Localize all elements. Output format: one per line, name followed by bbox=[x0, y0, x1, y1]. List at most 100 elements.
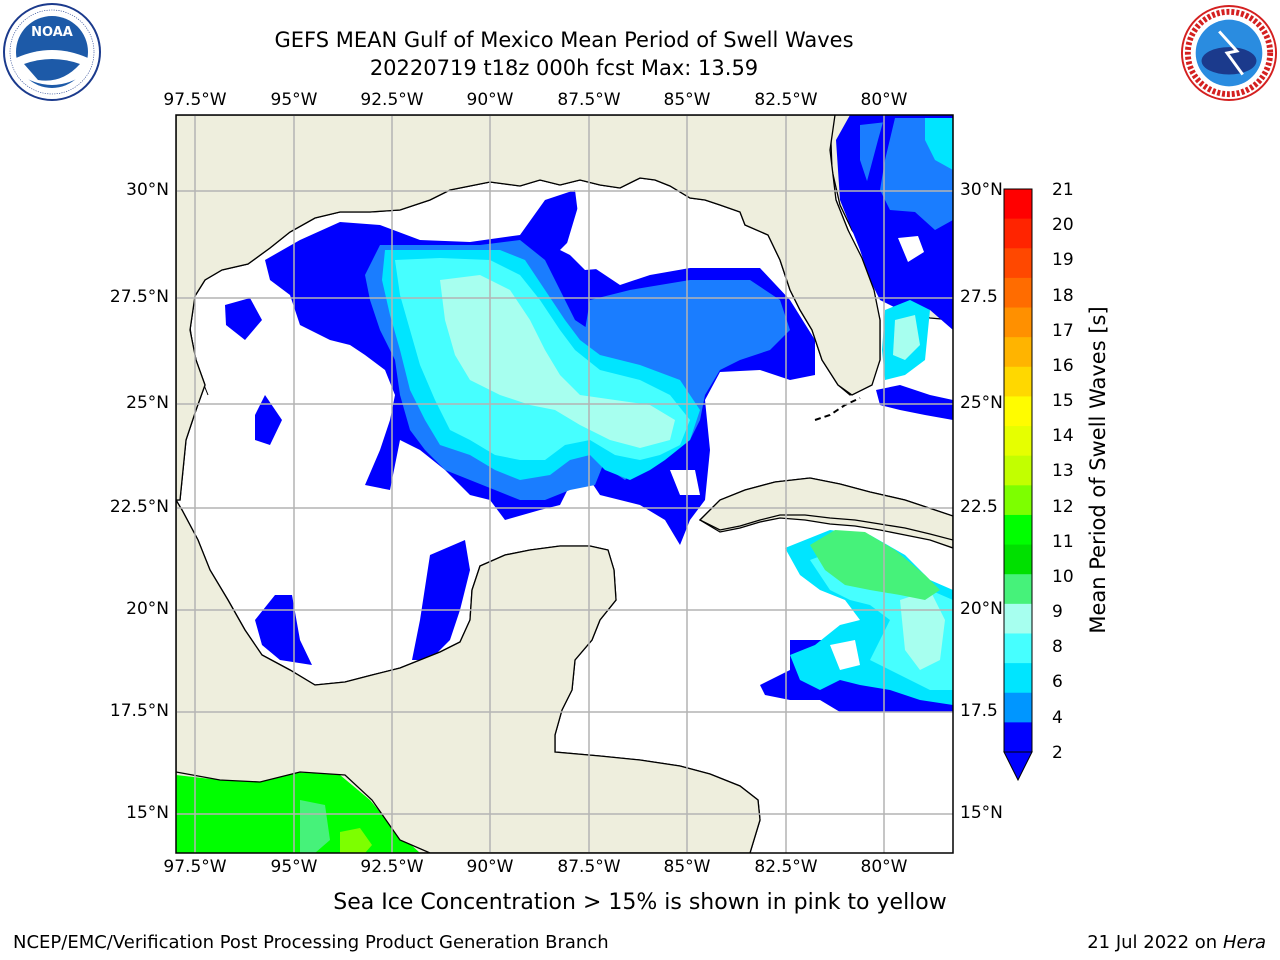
colorbar-cell bbox=[1004, 307, 1032, 338]
colorbar-tick-8: 8 bbox=[1052, 637, 1063, 657]
footer-date: 21 Jul 2022 on Hera bbox=[1087, 932, 1266, 953]
colorbar-cell bbox=[1004, 366, 1032, 397]
field-gap-mississippi bbox=[565, 200, 690, 270]
y-tick-right-25n: 25°N bbox=[960, 393, 1003, 413]
field-gap-atlantic bbox=[898, 236, 924, 262]
x-tick-bottom-87-5w: 87.5°W bbox=[557, 857, 621, 877]
land-cuba-overlay bbox=[698, 477, 953, 541]
colorbar-cell bbox=[1004, 189, 1032, 220]
noaa-wordmark: NOAA bbox=[31, 25, 73, 40]
nws-logo bbox=[1180, 4, 1278, 102]
x-tick-bottom-85w: 85°W bbox=[663, 857, 711, 877]
y-tick-right-17-5: 17.5 bbox=[960, 701, 998, 721]
colorbar-tick-16: 16 bbox=[1052, 356, 1074, 376]
y-tick-left-15n: 15°N bbox=[126, 803, 169, 823]
colorbar-cell bbox=[1004, 218, 1032, 249]
y-tick-left-30n: 30°N bbox=[126, 180, 169, 200]
land-us-gulf-coast bbox=[176, 115, 881, 501]
colorbar-tick-17: 17 bbox=[1052, 321, 1074, 341]
x-tick-bottom-95w: 95°W bbox=[270, 857, 318, 877]
colorbar-cell bbox=[1004, 396, 1032, 427]
y-tick-left-17-5n: 17.5°N bbox=[109, 701, 169, 721]
contour-level-10-caribbean bbox=[810, 530, 940, 600]
colorbar-extend-arrow bbox=[1003, 751, 1033, 782]
colorbar-tick-21: 21 bbox=[1052, 180, 1074, 200]
colorbar-tick-14: 14 bbox=[1052, 426, 1074, 446]
x-tick-top-82-5w: 82.5°W bbox=[754, 90, 818, 110]
colorbar-tick-11: 11 bbox=[1052, 532, 1074, 552]
colorbar-cell bbox=[1004, 514, 1032, 546]
colorbar-cell bbox=[1004, 248, 1032, 279]
field-gap-caribbean bbox=[830, 640, 860, 670]
contour-level-6-atlantic-overlay bbox=[925, 118, 953, 170]
colorbar-tick-12: 12 bbox=[1052, 497, 1074, 517]
colorbar-cell bbox=[1004, 485, 1032, 516]
contour-level-2-south-blob bbox=[255, 395, 282, 445]
colorbar-cell bbox=[1004, 544, 1032, 575]
y-tick-right-30n: 30°N bbox=[960, 180, 1003, 200]
colorbar-cell bbox=[1004, 337, 1032, 368]
sea-ice-note: Sea Ice Concentration > 15% is shown in … bbox=[333, 890, 947, 915]
colorbar-frame bbox=[1003, 188, 1033, 753]
contour-level-2-keys bbox=[876, 385, 953, 420]
colorbar-tick-9: 9 bbox=[1052, 602, 1063, 622]
colorbar-tick-13: 13 bbox=[1052, 461, 1074, 481]
land-yucatan bbox=[176, 498, 761, 853]
colorbar-tick-20: 20 bbox=[1052, 215, 1074, 235]
x-tick-top-85w: 85°W bbox=[663, 90, 711, 110]
x-tick-bottom-90w: 90°W bbox=[466, 857, 514, 877]
x-tick-bottom-92-5w: 92.5°W bbox=[360, 857, 424, 877]
colorbar-cell bbox=[1004, 692, 1032, 723]
colorbar-label: Mean Period of Swell Waves [s] bbox=[1086, 306, 1110, 634]
x-tick-top-97-5w: 97.5°W bbox=[163, 90, 227, 110]
map-frame bbox=[175, 114, 954, 854]
land-overlay bbox=[176, 115, 953, 853]
y-tick-right-15n: 15°N bbox=[960, 803, 1003, 823]
colorbar-tick-4: 4 bbox=[1052, 708, 1063, 728]
colorbar-cell bbox=[1004, 426, 1032, 457]
x-tick-top-95w: 95°W bbox=[270, 90, 318, 110]
colorbar-tick-10: 10 bbox=[1052, 567, 1074, 587]
x-tick-bottom-80w: 80°W bbox=[860, 857, 908, 877]
colorbar-cell bbox=[1004, 722, 1032, 753]
contour-level-2-sw-blob bbox=[255, 595, 312, 665]
y-tick-left-27-5n: 27.5°N bbox=[109, 287, 169, 307]
x-tick-bottom-97-5w: 97.5°W bbox=[163, 857, 227, 877]
y-tick-right-20n: 20°N bbox=[960, 599, 1003, 619]
colorbar bbox=[1003, 188, 1033, 782]
colorbar-cell bbox=[1004, 574, 1032, 605]
colorbar-tick-18: 18 bbox=[1052, 286, 1074, 306]
contour-level-12-pacific bbox=[340, 828, 372, 853]
contour-level-9-keys bbox=[893, 315, 920, 360]
map-title: GEFS MEAN Gulf of Mexico Mean Period of … bbox=[274, 28, 854, 52]
x-tick-bottom-82-5w: 82.5°W bbox=[754, 857, 818, 877]
y-tick-left-22-5n: 22.5°N bbox=[109, 497, 169, 517]
colorbar-tick-15: 15 bbox=[1052, 391, 1074, 411]
colorbar-tick-19: 19 bbox=[1052, 250, 1074, 270]
noaa-logo: NOAA bbox=[3, 3, 101, 101]
contour-level-2-bay-campeche bbox=[412, 540, 470, 660]
x-tick-top-87-5w: 87.5°W bbox=[557, 90, 621, 110]
footer-machine: Hera bbox=[1222, 932, 1266, 953]
y-tick-right-27-5: 27.5 bbox=[960, 287, 998, 307]
x-tick-top-92-5w: 92.5°W bbox=[360, 90, 424, 110]
x-tick-top-80w: 80°W bbox=[860, 90, 908, 110]
y-tick-left-25n: 25°N bbox=[126, 393, 169, 413]
footer-credit: NCEP/EMC/Verification Post Processing Pr… bbox=[13, 932, 609, 953]
colorbar-cell bbox=[1004, 455, 1032, 486]
contour-level-2-west-blob bbox=[225, 298, 262, 340]
y-tick-right-22-5: 22.5 bbox=[960, 497, 998, 517]
colorbar-cell bbox=[1004, 277, 1032, 309]
field-gap-yucatan-channel bbox=[670, 470, 700, 495]
colorbar-tick-2: 2 bbox=[1052, 743, 1063, 763]
y-tick-left-20n: 20°N bbox=[126, 599, 169, 619]
x-tick-top-90w: 90°W bbox=[466, 90, 514, 110]
map-subtitle: 20220719 t18z 000h fcst Max: 13.59 bbox=[369, 56, 759, 80]
gridlines bbox=[176, 115, 953, 853]
colorbar-cell bbox=[1004, 603, 1032, 634]
colorbar-tick-6: 6 bbox=[1052, 672, 1063, 692]
footer-date-text: 21 Jul 2022 on bbox=[1087, 932, 1223, 953]
colorbar-cell bbox=[1004, 663, 1032, 694]
colorbar-cell bbox=[1004, 633, 1032, 664]
